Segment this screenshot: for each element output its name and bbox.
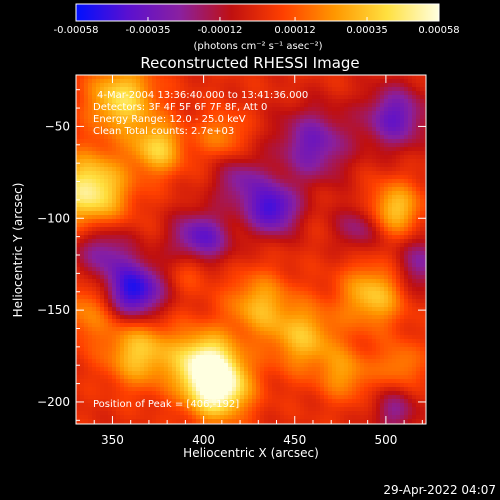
y-tick-label: −200 <box>37 395 70 409</box>
plot-timestamp: 29-Apr-2022 04:07 <box>383 483 496 497</box>
info-energy-range: Energy Range: 12.0 - 25.0 keV <box>93 114 246 125</box>
peak-position: Position of Peak = [406,-192] <box>93 399 239 410</box>
plot-frame <box>75 74 427 425</box>
x-tick-label: 500 <box>374 433 397 447</box>
colorbar-tick-label: -0.00012 <box>197 25 242 36</box>
colorbar-tick-label: 0.00058 <box>418 25 459 36</box>
peak-position-value: 406,-192] <box>190 399 239 410</box>
colorbar-tick-label: -0.00035 <box>125 25 170 36</box>
y-tick-label: −50 <box>45 119 70 133</box>
info-total-counts: Clean Total counts: 2.7e+03 <box>93 126 234 137</box>
x-axis-label: Heliocentric X (arcsec) <box>183 446 319 460</box>
peak-position-label: Position of Peak = [ <box>93 399 190 410</box>
colorbar-units: (photons cm⁻² s⁻¹ asec⁻²) <box>193 41 322 52</box>
colorbar-ticks: -0.00058 -0.00035 -0.00012 0.00012 0.00035 0.… <box>54 17 460 36</box>
y-tick-label: −100 <box>37 211 70 225</box>
colorbar <box>75 3 440 22</box>
colorbar-tick-label: 0.00012 <box>274 25 315 36</box>
info-detectors: Detectors: 3F 4F 5F 6F 7F 8F, Att 0 <box>93 102 267 113</box>
y-axis-label: Heliocentric Y (arcsec) <box>11 183 25 318</box>
heatmap-image <box>76 75 426 424</box>
chart-title: Reconstructed RHESSI Image <box>140 54 359 72</box>
axis-ticks: 350 400 450 500 −50 −100 −150 −200 <box>37 75 426 447</box>
x-tick-label: 350 <box>101 433 124 447</box>
x-tick-label: 400 <box>192 433 215 447</box>
y-tick-label: −150 <box>37 303 70 317</box>
colorbar-tick-label: 0.00035 <box>346 25 387 36</box>
colorbar-tick-label: -0.00058 <box>54 25 99 36</box>
info-time-range: 4-Mar-2004 13:36:40.000 to 13:41:36.000 <box>97 90 308 101</box>
x-tick-label: 450 <box>283 433 306 447</box>
